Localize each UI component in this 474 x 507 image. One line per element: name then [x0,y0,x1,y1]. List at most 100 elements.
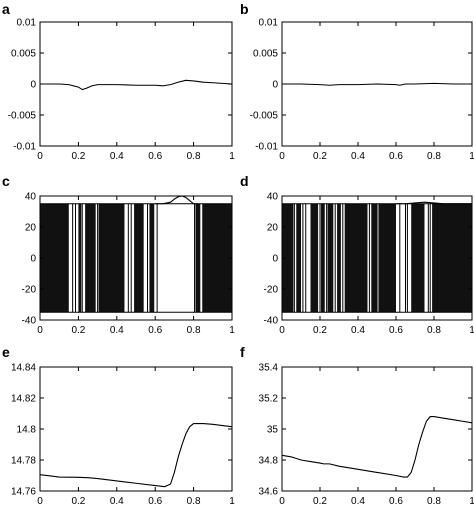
x-tick-label-f-0: 0 [279,496,285,507]
switching-block-c-1 [78,203,82,313]
y-tick-label-d-2: 0 [272,254,278,265]
y-tick-label-d-1: -20 [264,285,279,296]
x-tick-label-a-0: 0 [37,151,43,162]
series-line-f [281,416,473,478]
x-tick-label-a-5: 1 [229,151,235,162]
panel-c: c 0 0.2 0.4 0.6 0.8 1 -40 -20 0 20 40 [2,173,235,336]
switching-block-c-7 [202,203,232,313]
plot-area-c: 0 0.2 0.4 0.6 0.8 1 -40 -20 0 20 40 [22,192,236,337]
y-tick-label-f-0: 34.6 [259,487,279,498]
x-tick-label-e-5: 1 [229,496,235,507]
panel-a: a 0 0.2 0.4 0.6 0.8 1 -0.01 -0.005 0 0.005 0.01 [2,1,235,162]
panel-label-d: d [240,173,249,189]
y-tick-label-b-3: 0.005 [253,49,278,60]
x-tick-label-f-1: 0.2 [313,496,327,507]
switching-block-d-1 [296,203,301,313]
x-tick-label-f-2: 0.4 [351,496,365,507]
y-tick-label-f-2: 35 [267,425,279,436]
y-tick-label-c-0: -40 [22,316,37,327]
y-tick-label-e-1: 14.78 [11,456,36,467]
y-tick-label-b-4: 0.01 [259,18,279,29]
x-tick-label-b-0: 0 [279,151,285,162]
x-tick-label-d-5: 1 [469,325,474,336]
y-tick-label-f-4: 35.4 [259,363,279,374]
switching-block-d-4 [327,203,334,313]
y-tick-label-c-3: 20 [25,223,37,234]
y-tick-label-f-1: 34.8 [259,456,279,467]
switching-block-c-0 [40,203,69,313]
x-tick-label-a-2: 0.4 [110,151,124,162]
x-tick-label-d-4: 0.8 [427,325,441,336]
x-tick-label-a-3: 0.6 [148,151,162,162]
plot-area-b: 0 0.2 0.4 0.6 0.8 1 -0.01 -0.005 0 0.005 0.01 [250,18,474,163]
y-tick-label-b-0: -0.01 [255,142,278,153]
x-tick-label-d-1: 0.2 [313,325,327,336]
panel-b: b 0 0.2 0.4 0.6 0.8 1 -0.01 -0.005 0 0.005 0.01 [240,1,474,162]
y-tick-label-d-3: 20 [267,223,279,234]
x-tick-label-e-3: 0.6 [148,496,162,507]
switching-block-c-3 [98,203,125,313]
x-tick-label-d-0: 0 [279,325,285,336]
x-tick-label-c-1: 0.2 [71,325,85,336]
panel-f: f 0 0.2 0.4 0.6 0.8 1 34.6 34.8 35 35.2 35.4 [240,344,474,507]
y-tick-label-d-0: -40 [264,316,279,327]
series-line-c [155,195,198,205]
y-tick-label-b-1: -0.005 [250,111,279,122]
series-line-a [40,79,233,91]
y-tick-label-a-1: -0.005 [8,111,37,122]
switching-block-d-3 [320,203,325,313]
switching-block-d-5 [337,203,341,313]
switching-block-d-10 [432,203,472,313]
axes-frame-a [39,21,233,147]
x-tick-label-f-3: 0.6 [389,496,403,507]
switching-block-c-6 [195,203,201,313]
y-tick-label-e-4: 14.84 [11,363,36,374]
plot-area-a: 0 0.2 0.4 0.6 0.8 1 -0.01 -0.005 0 0.005 0.01 [8,18,236,163]
x-tick-label-e-1: 0.2 [71,496,85,507]
series-line-b [282,82,472,86]
switching-block-d-6 [344,203,368,313]
switching-block-c-5 [149,203,155,313]
x-tick-label-e-4: 0.8 [187,496,201,507]
y-tick-label-a-3: 0.005 [11,49,36,60]
x-tick-label-c-5: 1 [229,325,235,336]
y-tick-label-c-4: 40 [25,192,37,203]
plot-area-f: 0 0.2 0.4 0.6 0.8 1 34.6 34.8 35 35.2 35.4 [259,363,474,507]
x-tick-label-e-2: 0.4 [110,496,124,507]
x-tick-label-c-3: 0.6 [148,325,162,336]
panel-label-e: e [2,344,10,360]
panel-label-a: a [2,1,10,17]
x-tick-label-b-1: 0.2 [313,151,327,162]
x-tick-label-c-2: 0.4 [110,325,124,336]
y-tick-label-b-2: 0 [272,80,278,91]
y-tick-label-a-2: 0 [30,80,36,91]
switching-block-d-9 [411,203,425,313]
y-tick-label-a-0: -0.01 [13,142,36,153]
x-tick-label-d-3: 0.6 [389,325,403,336]
x-tick-label-c-4: 0.8 [187,325,201,336]
x-tick-label-c-0: 0 [37,325,43,336]
y-tick-label-f-3: 35.2 [259,394,279,405]
switching-block-d-2 [310,203,319,313]
x-tick-label-e-0: 0 [37,496,43,507]
switching-block-d-0 [282,203,294,313]
x-tick-label-b-4: 0.8 [427,151,441,162]
x-tick-label-a-4: 0.8 [187,151,201,162]
switching-block-c-2 [85,203,96,313]
x-tick-label-b-3: 0.6 [389,151,403,162]
y-tick-label-e-2: 14.8 [17,425,37,436]
x-tick-label-d-2: 0.4 [351,325,365,336]
y-tick-label-c-1: -20 [22,285,37,296]
plot-area-d: 0 0.2 0.4 0.6 0.8 1 -40 -20 0 20 40 [264,192,474,337]
x-tick-label-b-2: 0.4 [351,151,365,162]
y-tick-label-e-0: 14.76 [11,487,36,498]
y-tick-label-d-4: 40 [267,192,279,203]
x-tick-label-f-5: 1 [469,496,474,507]
y-tick-label-e-3: 14.82 [11,394,36,405]
switching-block-d-7 [371,203,377,313]
y-tick-label-a-4: 0.01 [17,18,37,29]
series-line-d [396,201,472,205]
plot-area-e: 0 0.2 0.4 0.6 0.8 1 14.76 14.78 14.8 14.82 14.84 [11,363,235,507]
panel-d: d 0 0.2 0.4 0.6 0.8 1 -40 -20 0 20 40 [240,173,474,336]
